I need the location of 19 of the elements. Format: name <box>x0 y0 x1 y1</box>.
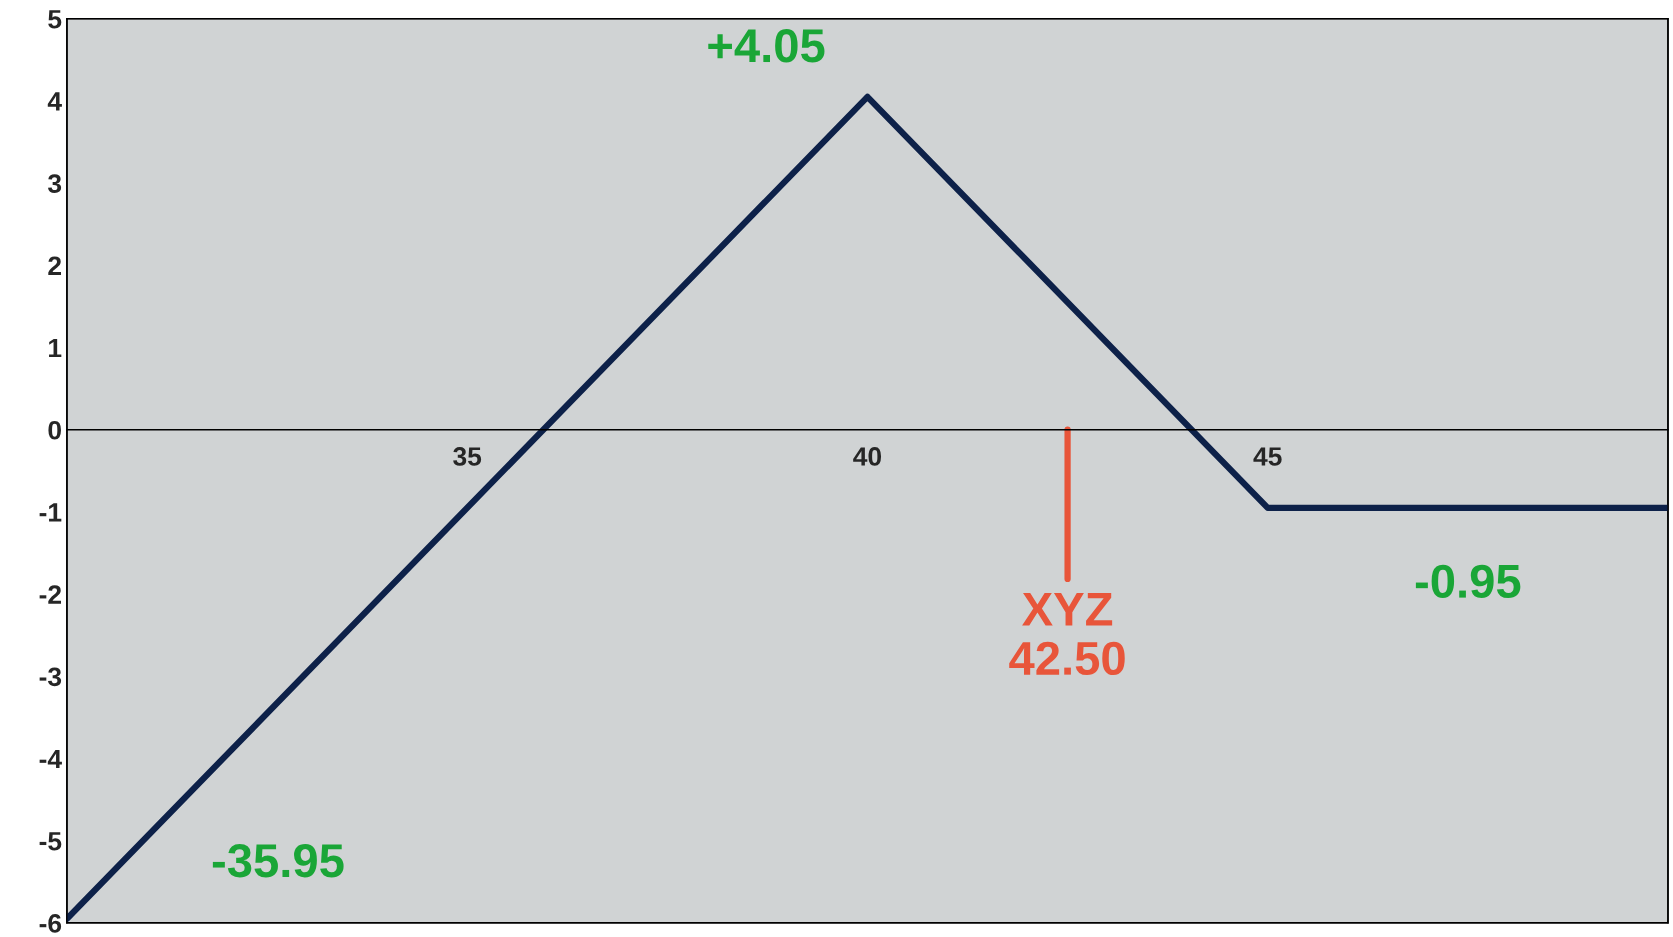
y-tick-label: -1 <box>39 503 62 522</box>
annotation: +4.05 <box>708 29 825 63</box>
y-tick-label: -6 <box>39 914 62 933</box>
y-tick-label: 0 <box>48 420 61 440</box>
y-tick-label: 3 <box>47 174 62 193</box>
y-tick-label: 2 <box>48 256 61 275</box>
annotation: -35.95 <box>212 844 344 878</box>
y-tick-label: 5 <box>48 10 62 29</box>
x-tick-label: 35 <box>453 447 482 466</box>
y-tick-label: -2 <box>39 585 61 604</box>
y-tick-label: 1 <box>49 338 62 358</box>
x-tick-label: 40 <box>853 447 882 466</box>
y-tick-label: 4 <box>47 92 62 111</box>
annotation: -0.95 <box>1415 564 1521 599</box>
y-tick-label: -5 <box>39 832 62 851</box>
ref-line-label: XYZ 42.50 <box>1009 593 1125 676</box>
y-tick-label: -3 <box>39 667 62 687</box>
x-tick-label: 45 <box>1253 447 1282 466</box>
y-tick-label: -4 <box>39 749 62 769</box>
